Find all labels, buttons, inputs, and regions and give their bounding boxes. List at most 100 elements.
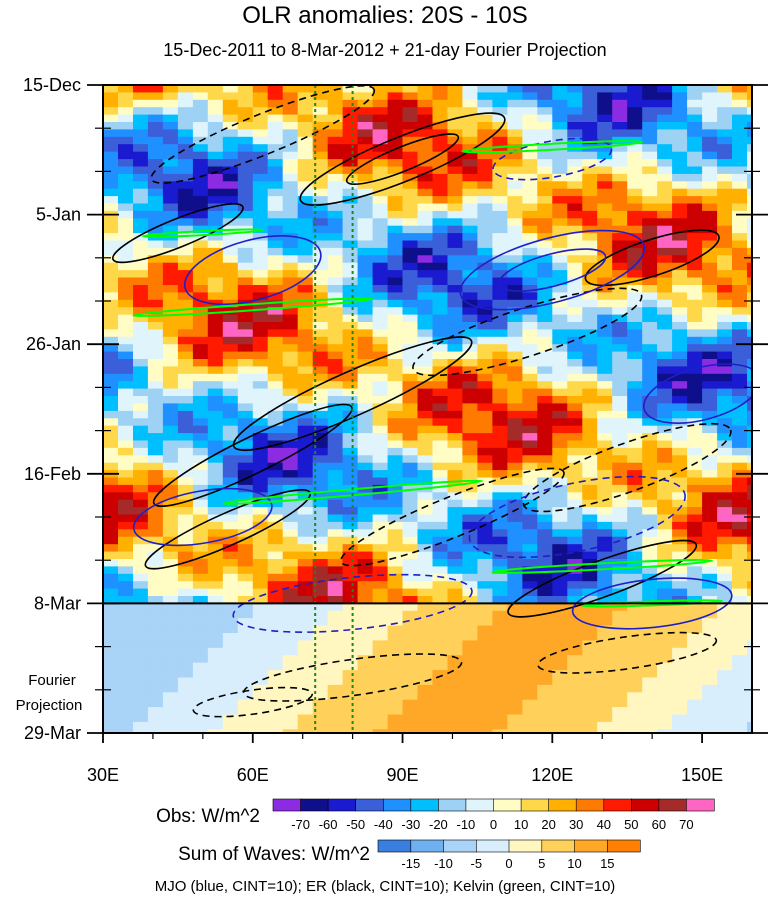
- heat-cell: [657, 640, 673, 649]
- heat-cell: [387, 188, 404, 197]
- heat-cell: [537, 470, 553, 479]
- heat-cell: [702, 159, 718, 168]
- heat-cell: [552, 107, 568, 116]
- heat-cell: [342, 536, 359, 545]
- heat-cell: [147, 322, 164, 330]
- heat-cell: [118, 166, 134, 175]
- heat-cell: [462, 714, 478, 723]
- heat-cell: [522, 418, 538, 427]
- heat-cell: [642, 714, 658, 723]
- heat-cell: [222, 603, 239, 612]
- heat-cell: [103, 388, 119, 397]
- heat-cell: [567, 203, 583, 212]
- heat-cell: [462, 559, 478, 567]
- heat-cell: [282, 699, 299, 708]
- heat-cell: [207, 559, 224, 567]
- heat-cell: [267, 388, 284, 397]
- heat-cell: [477, 122, 493, 130]
- heat-cell: [732, 521, 748, 530]
- heat-cell: [477, 566, 493, 575]
- heat-cell: [192, 455, 209, 464]
- heat-cell: [162, 707, 179, 716]
- heat-cell: [118, 692, 134, 701]
- heat-cell: [192, 684, 209, 693]
- heat-cell: [657, 136, 673, 145]
- heat-cell: [162, 507, 179, 516]
- heat-cell: [387, 670, 404, 679]
- heat-cell: [118, 262, 134, 271]
- heat-cell: [147, 359, 164, 367]
- heat-cell: [522, 507, 538, 516]
- heat-cell: [522, 684, 538, 693]
- heat-cell: [327, 107, 344, 116]
- heat-cell: [192, 714, 209, 723]
- heat-cell: [597, 573, 613, 582]
- heat-cell: [207, 640, 224, 649]
- heat-cell: [627, 122, 643, 130]
- heat-cell: [567, 618, 583, 627]
- heat-cell: [297, 136, 314, 145]
- heat-cell: [402, 277, 419, 286]
- heat-cell: [672, 247, 688, 256]
- heat-cell: [297, 418, 314, 427]
- heat-cell: [402, 292, 419, 301]
- heat-cell: [342, 581, 359, 590]
- heat-cell: [312, 699, 329, 708]
- heat-cell: [237, 351, 254, 360]
- heat-cell: [612, 714, 628, 723]
- heat-cell: [282, 640, 299, 649]
- heat-cell: [342, 85, 359, 93]
- heat-cell: [372, 603, 389, 612]
- heat-cell: [747, 477, 752, 486]
- heat-cell: [267, 462, 284, 471]
- heat-cell: [312, 729, 329, 733]
- heat-cell: [717, 85, 733, 93]
- heat-cell: [552, 329, 568, 338]
- heat-cell: [567, 240, 583, 249]
- heat-cell: [492, 647, 508, 656]
- heat-cell: [702, 203, 718, 212]
- heat-cell: [432, 455, 449, 464]
- heat-cell: [387, 255, 404, 264]
- heat-cell: [747, 344, 752, 353]
- heat-cell: [612, 433, 628, 442]
- heat-cell: [267, 159, 284, 168]
- heat-cell: [597, 277, 613, 286]
- heat-cell: [282, 196, 299, 205]
- heat-cell: [552, 277, 568, 286]
- heat-cell: [192, 655, 209, 664]
- heat-cell: [447, 633, 464, 641]
- heat-cell: [582, 507, 598, 516]
- heat-cell: [207, 388, 224, 397]
- heat-cell: [387, 210, 404, 219]
- heat-cell: [327, 677, 344, 686]
- heat-cell: [147, 396, 164, 404]
- heat-cell: [118, 721, 134, 730]
- heat-cell: [312, 114, 329, 123]
- heat-cell: [447, 440, 464, 449]
- heat-cell: [357, 240, 374, 249]
- heat-cell: [297, 425, 314, 434]
- heat-cell: [552, 618, 568, 627]
- heat-cell: [732, 514, 748, 523]
- heat-cell: [537, 247, 553, 256]
- heat-cell: [552, 529, 568, 538]
- heat-cell: [612, 396, 628, 404]
- heat-cell: [597, 618, 613, 627]
- heat-cell: [492, 403, 508, 412]
- heat-cell: [732, 507, 748, 516]
- heat-cell: [327, 470, 344, 479]
- heat-cell: [342, 285, 359, 293]
- heat-cell: [687, 388, 703, 397]
- heat-cell: [447, 425, 464, 434]
- heat-cell: [103, 633, 119, 641]
- heat-cell: [177, 410, 194, 419]
- heat-cell: [717, 388, 733, 397]
- heat-cell: [417, 462, 434, 471]
- heat-cell: [672, 603, 688, 612]
- heat-cell: [147, 99, 164, 108]
- heat-cell: [147, 314, 164, 323]
- heat-cell: [312, 85, 329, 93]
- heat-cell: [672, 462, 688, 471]
- heat-cell: [432, 670, 449, 679]
